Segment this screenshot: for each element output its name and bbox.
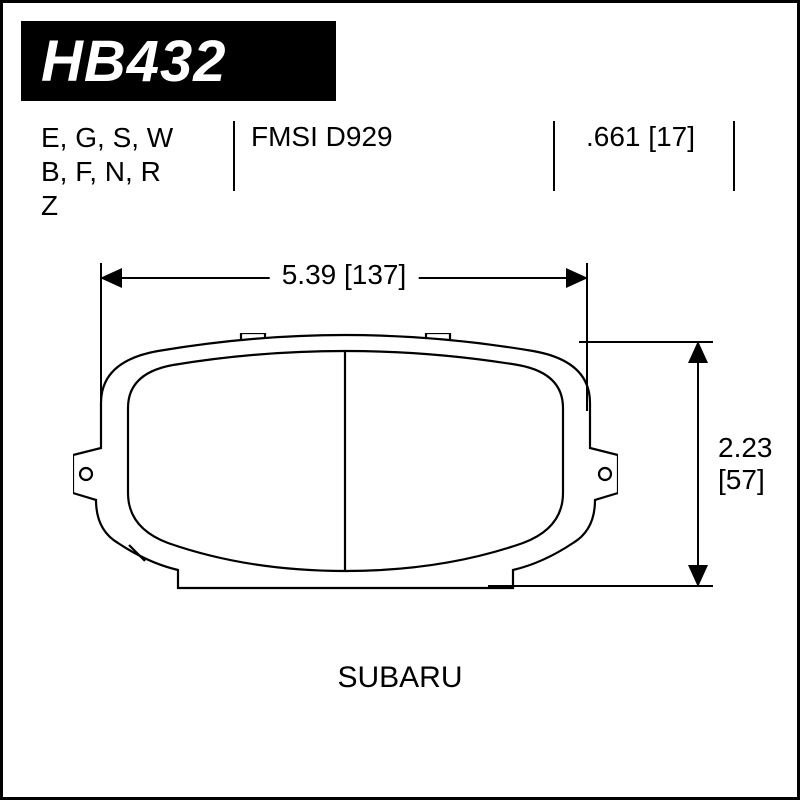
width-dimension-arrow-right: [566, 268, 588, 288]
width-dimension-arrow-left: [100, 268, 122, 288]
vehicle-brand: SUBARU: [3, 661, 797, 695]
thickness-value: .661 [17]: [586, 121, 695, 153]
mounting-hole-left: [80, 468, 92, 480]
width-dimension: 5.39 [137]: [100, 263, 588, 293]
thickness-inches: .661: [586, 121, 641, 152]
height-dimension-arrow-bottom: [688, 565, 708, 587]
spec-divider-1: [233, 121, 235, 191]
backing-clip-cut: [129, 545, 145, 561]
canvas: HB432 E, G, S, W B, F, N, R Z FMSI D929 …: [0, 0, 800, 800]
height-inches: 2.23: [718, 432, 773, 463]
height-dimension-arrow-top: [688, 341, 708, 363]
compound-codes-line2: B, F, N, R: [41, 155, 161, 189]
thickness-mm: 17: [656, 121, 687, 152]
spec-divider-2: [553, 121, 555, 191]
compound-codes-line1: E, G, S, W: [41, 121, 173, 155]
height-dimension-line: [697, 341, 699, 587]
height-mm: 57: [726, 464, 757, 495]
width-inches: 5.39: [282, 259, 337, 290]
spec-divider-3: [733, 121, 735, 191]
spec-row: E, G, S, W B, F, N, R Z FMSI D929 .661 […: [41, 121, 759, 221]
part-number-title-bar: HB432: [21, 21, 336, 101]
brake-pad-diagram: [73, 333, 618, 603]
width-dimension-label: 5.39 [137]: [270, 259, 419, 291]
height-dimension: 2.23 [57]: [683, 341, 713, 587]
mounting-hole-right: [599, 468, 611, 480]
width-mm: 137: [352, 259, 399, 290]
part-number: HB432: [41, 28, 227, 95]
compound-codes-line3: Z: [41, 189, 58, 223]
fmsi-code: FMSI D929: [251, 121, 393, 153]
height-dimension-label: 2.23 [57]: [718, 432, 773, 496]
